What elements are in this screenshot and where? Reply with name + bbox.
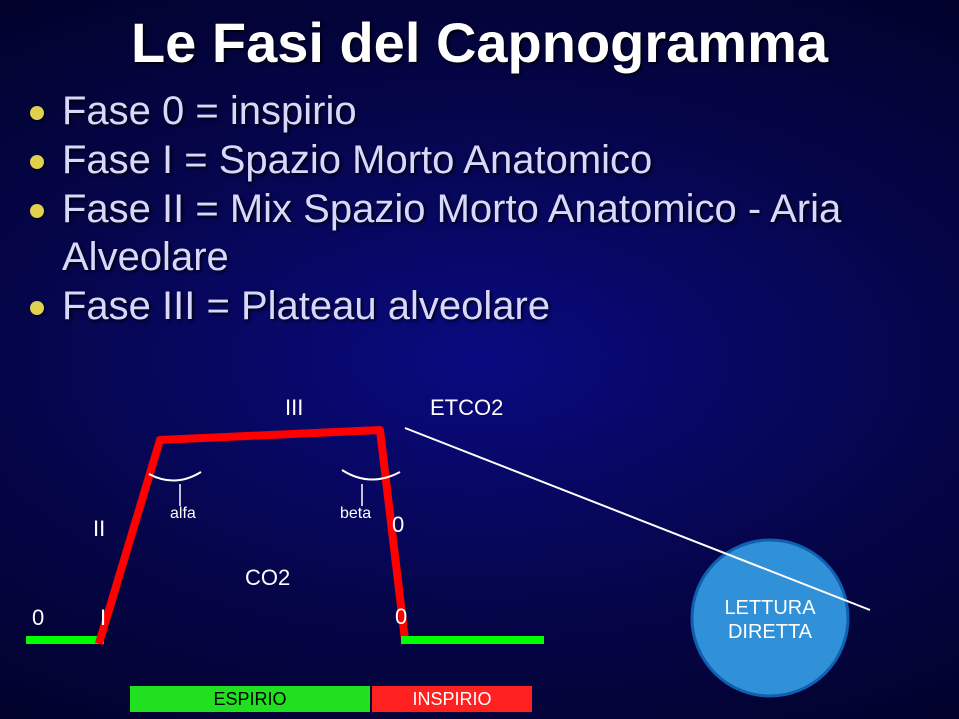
slide-title: Le Fasi del Capnogramma <box>0 10 959 75</box>
bullet-dot <box>30 106 44 120</box>
bullet-dot <box>30 155 44 169</box>
svg-text:0: 0 <box>395 604 407 629</box>
bullet-text: Fase II = Mix Spazio Morto Anatomico - A… <box>62 186 929 280</box>
capnogram-chart: LETTURADIRETTA III ETCO2 II alfa beta CO2 0 0 0 I E… <box>0 360 959 719</box>
svg-text:beta: beta <box>340 505 371 522</box>
bullet-list: Fase 0 = inspirioFase I = Spazio Morto A… <box>30 86 929 332</box>
svg-text:II: II <box>93 516 105 541</box>
svg-text:alfa: alfa <box>170 505 196 522</box>
slide-stage: Le Fasi del Capnogramma Fase 0 = inspiri… <box>0 0 959 719</box>
svg-text:III: III <box>285 395 303 420</box>
bullet-text: Fase I = Spazio Morto Anatomico <box>62 137 652 184</box>
bullet-item: Fase III = Plateau alveolare <box>30 283 929 330</box>
svg-text:ESPIRIO: ESPIRIO <box>213 689 286 709</box>
svg-text:0: 0 <box>32 605 44 630</box>
bullet-item: Fase I = Spazio Morto Anatomico <box>30 137 929 184</box>
svg-text:LETTURA: LETTURA <box>724 597 816 619</box>
svg-text:ETCO2: ETCO2 <box>430 395 503 420</box>
bullet-dot <box>30 204 44 218</box>
svg-text:I: I <box>100 605 106 630</box>
svg-text:INSPIRIO: INSPIRIO <box>412 689 491 709</box>
svg-text:CO2: CO2 <box>245 565 290 590</box>
bullet-item: Fase 0 = inspirio <box>30 88 929 135</box>
bullet-text: Fase 0 = inspirio <box>62 88 357 135</box>
svg-text:DIRETTA: DIRETTA <box>728 621 813 643</box>
svg-text:0: 0 <box>392 512 404 537</box>
bullet-text: Fase III = Plateau alveolare <box>62 283 550 330</box>
bullet-dot <box>30 301 44 315</box>
bullet-item: Fase II = Mix Spazio Morto Anatomico - A… <box>30 186 929 280</box>
